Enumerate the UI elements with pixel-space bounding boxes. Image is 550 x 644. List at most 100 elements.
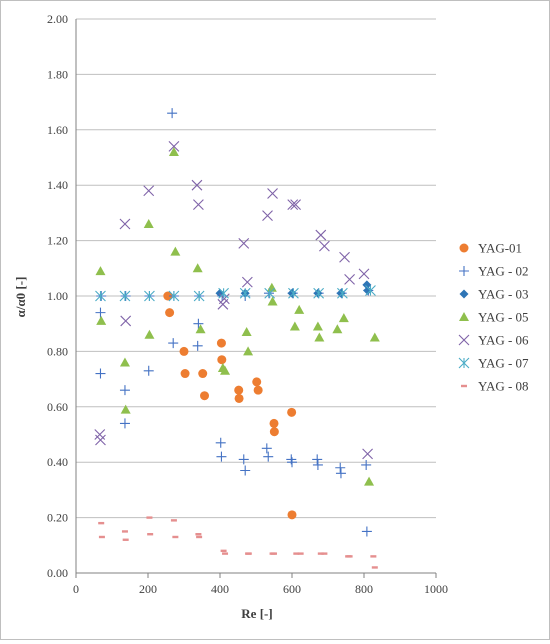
y-tick-label: 0.20 <box>47 511 68 525</box>
data-point <box>241 276 253 288</box>
data-point <box>339 251 350 263</box>
legend-marker <box>459 243 469 253</box>
data-point <box>287 457 297 468</box>
data-point <box>269 427 279 437</box>
legend-marker <box>458 334 470 346</box>
data-point <box>179 346 189 356</box>
data-point <box>234 393 244 403</box>
legend-item: YAG - 05 <box>459 310 529 325</box>
series-yag-01 <box>163 291 297 520</box>
data-point <box>192 340 203 351</box>
data-point <box>317 552 324 555</box>
legend-marker <box>458 357 470 369</box>
data-point <box>290 199 301 210</box>
data-point <box>312 459 323 470</box>
tick-labels: 0.00 0.20 0.40 0.60 0.80 1.00 1.20 1.40 1.60 1.80… <box>47 12 448 596</box>
data-point <box>315 229 327 241</box>
data-point <box>146 516 153 519</box>
data-point <box>271 552 277 555</box>
data-point <box>294 304 305 314</box>
data-point <box>362 448 373 460</box>
data-point <box>98 521 105 525</box>
data-point <box>147 533 154 536</box>
data-point <box>143 185 155 197</box>
data-point <box>314 332 325 342</box>
data-point <box>286 454 297 465</box>
data-point <box>163 291 173 301</box>
data-point <box>119 218 131 230</box>
data-point <box>319 240 330 252</box>
x-tick-label: 0 <box>73 582 79 596</box>
x-tick-label: 600 <box>283 582 301 596</box>
data-point <box>313 287 325 299</box>
data-point <box>241 327 252 337</box>
data-point <box>332 324 343 334</box>
y-tick-label: 1.40 <box>47 178 68 192</box>
legend-label: YAG - 06 <box>478 333 529 348</box>
data-point <box>119 385 130 396</box>
data-point <box>165 308 175 318</box>
y-tick-label: 0.40 <box>47 455 68 469</box>
data-point <box>193 318 204 329</box>
data-point <box>96 315 107 325</box>
data-point <box>252 377 262 387</box>
axes <box>75 19 437 578</box>
data-point <box>119 418 130 429</box>
data-point <box>196 535 203 539</box>
data-point <box>216 451 227 462</box>
y-tick-label: 1.60 <box>47 123 68 137</box>
y-tick-label: 2.00 <box>47 12 68 26</box>
data-point <box>338 313 349 323</box>
data-point <box>335 462 346 473</box>
data-point <box>144 329 155 339</box>
data-point <box>95 434 106 446</box>
data-point <box>267 188 278 199</box>
legend-item: YAG - 07 <box>458 356 529 371</box>
legend-marker <box>459 266 469 276</box>
data-point <box>335 468 346 479</box>
series-yag-02 <box>95 108 374 537</box>
legend-item: YAG - 02 <box>459 264 529 279</box>
data-point <box>180 369 190 379</box>
data-point <box>98 535 105 539</box>
series-yag-07 <box>95 285 376 302</box>
legend-label: YAG - 08 <box>478 379 529 394</box>
data-point <box>358 268 370 280</box>
x-tick-label: 1000 <box>424 582 448 596</box>
data-point <box>321 552 328 555</box>
data-point <box>144 290 155 302</box>
data-point <box>170 246 181 256</box>
legend-item: YAG - 06 <box>458 333 529 348</box>
data-point <box>245 552 252 555</box>
data-point <box>263 451 274 462</box>
data-point <box>363 285 373 295</box>
legend-item: YAG-01 <box>459 241 522 256</box>
data-point <box>261 443 272 454</box>
data-point <box>193 199 204 210</box>
data-point <box>287 288 297 298</box>
x-axis-title: Re [-] <box>241 606 272 621</box>
y-tick-label: 0.00 <box>47 566 68 580</box>
data-point <box>216 338 226 348</box>
legend: YAG-01 YAG - 02 YAG - 03 YAG - 05 YAG - 06 YA… <box>458 241 529 394</box>
data-point <box>287 407 297 417</box>
data-point <box>337 287 348 299</box>
y-tick-label: 0.60 <box>47 400 68 414</box>
data-point <box>121 530 128 533</box>
data-point <box>120 404 131 414</box>
data-point <box>239 287 251 299</box>
data-point <box>264 287 276 299</box>
gridlines <box>76 18 436 519</box>
data-point <box>371 566 378 569</box>
data-point <box>269 418 279 428</box>
data-point <box>287 199 299 210</box>
y-tick-label: 1.00 <box>47 289 68 303</box>
x-tick-label: 400 <box>211 582 229 596</box>
data-point <box>170 519 177 522</box>
data-point <box>95 368 106 379</box>
x-tick-label: 200 <box>139 582 157 596</box>
legend-item: YAG - 08 <box>461 379 529 394</box>
legend-marker <box>459 289 469 299</box>
data-point <box>191 179 203 191</box>
data-point <box>297 552 304 555</box>
